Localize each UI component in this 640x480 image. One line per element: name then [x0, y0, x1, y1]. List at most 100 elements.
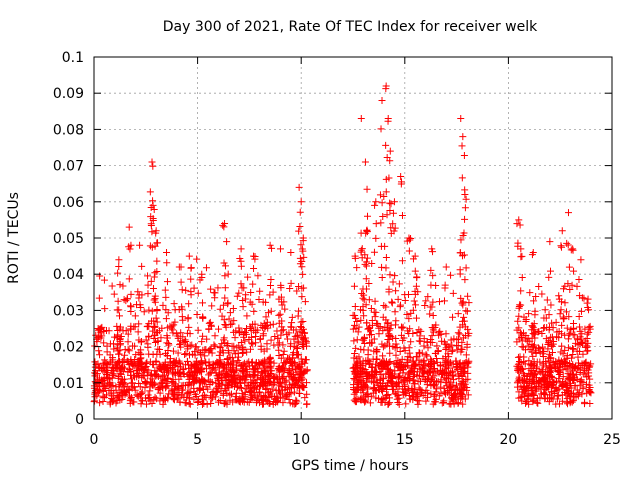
data-point [221, 220, 229, 228]
data-point [125, 361, 133, 369]
data-point [234, 372, 242, 380]
data-point [268, 244, 276, 252]
data-point [281, 394, 289, 402]
data-point [199, 332, 207, 340]
data-point [275, 346, 283, 354]
data-point [188, 364, 196, 372]
data-point [563, 308, 571, 316]
data-point [144, 272, 152, 280]
data-point [168, 324, 176, 332]
data-point [207, 400, 215, 408]
data-point [515, 312, 523, 320]
data-point [530, 343, 538, 351]
data-point [529, 352, 537, 360]
data-point [224, 300, 232, 308]
data-point [550, 337, 558, 345]
data-point [176, 398, 184, 406]
data-point [393, 395, 401, 403]
data-point [461, 191, 469, 199]
data-point [373, 356, 381, 364]
data-point [257, 342, 265, 350]
data-point [174, 349, 182, 357]
data-point [232, 379, 240, 387]
data-point [548, 374, 556, 382]
data-point [174, 362, 182, 370]
data-point [236, 373, 244, 381]
data-point [195, 384, 203, 392]
data-point [389, 385, 397, 393]
data-point [402, 387, 410, 395]
data-point [242, 324, 250, 332]
data-point [384, 391, 392, 399]
data-point [120, 296, 128, 304]
data-point [547, 354, 555, 362]
data-point [371, 313, 379, 321]
data-point [409, 367, 417, 375]
data-point [199, 313, 207, 321]
data-point [282, 376, 290, 384]
data-point [290, 388, 298, 396]
data-point [403, 358, 411, 366]
data-point [378, 273, 386, 281]
data-point [221, 272, 229, 280]
data-point [140, 372, 148, 380]
data-point [405, 315, 413, 323]
data-point [545, 350, 553, 358]
data-point [135, 294, 143, 302]
data-point [442, 360, 450, 368]
data-point [395, 372, 403, 380]
data-point [560, 358, 568, 366]
data-point [569, 351, 577, 359]
data-point [355, 323, 363, 331]
data-point [203, 400, 211, 408]
data-point [539, 359, 547, 367]
data-point [521, 371, 529, 379]
data-point [364, 375, 372, 383]
data-point [232, 389, 240, 397]
data-point [138, 389, 146, 397]
data-point [296, 371, 304, 379]
data-point [397, 301, 405, 309]
data-point [545, 357, 553, 365]
data-point [575, 275, 583, 283]
data-point [298, 293, 306, 301]
data-point [92, 331, 100, 339]
data-point [356, 395, 364, 403]
data-point [456, 361, 464, 369]
data-point [163, 334, 171, 342]
axis-ticks: 0 0.01 0.02 0.03 0.04 0.05 0.06 0.07 0.08 0.09 0.1… [53, 50, 621, 448]
data-point [222, 321, 230, 329]
data-point [401, 347, 409, 355]
data-point [247, 289, 255, 297]
data-point [531, 334, 539, 342]
data-point [221, 294, 229, 302]
data-point [211, 289, 219, 297]
data-point [385, 288, 393, 296]
data-point [363, 228, 371, 236]
data-point [298, 257, 306, 265]
data-point [259, 330, 267, 338]
data-point [542, 314, 550, 322]
data-point [150, 273, 158, 281]
data-point [248, 358, 256, 366]
data-point [351, 368, 359, 376]
data-point [363, 319, 371, 327]
data-point [569, 344, 577, 352]
data-point [374, 320, 382, 328]
data-point [460, 229, 468, 237]
data-point [230, 368, 238, 376]
data-point [353, 355, 361, 363]
data-point [401, 297, 409, 305]
data-point [278, 373, 286, 381]
data-point [233, 292, 241, 300]
data-point [360, 396, 368, 404]
data-point [448, 394, 456, 402]
data-point [223, 238, 231, 246]
data-point [215, 369, 223, 377]
data-point [96, 382, 104, 390]
data-point [415, 397, 423, 405]
data-point [285, 329, 293, 337]
data-point [555, 292, 563, 300]
data-point [273, 375, 281, 383]
data-point [275, 386, 283, 394]
